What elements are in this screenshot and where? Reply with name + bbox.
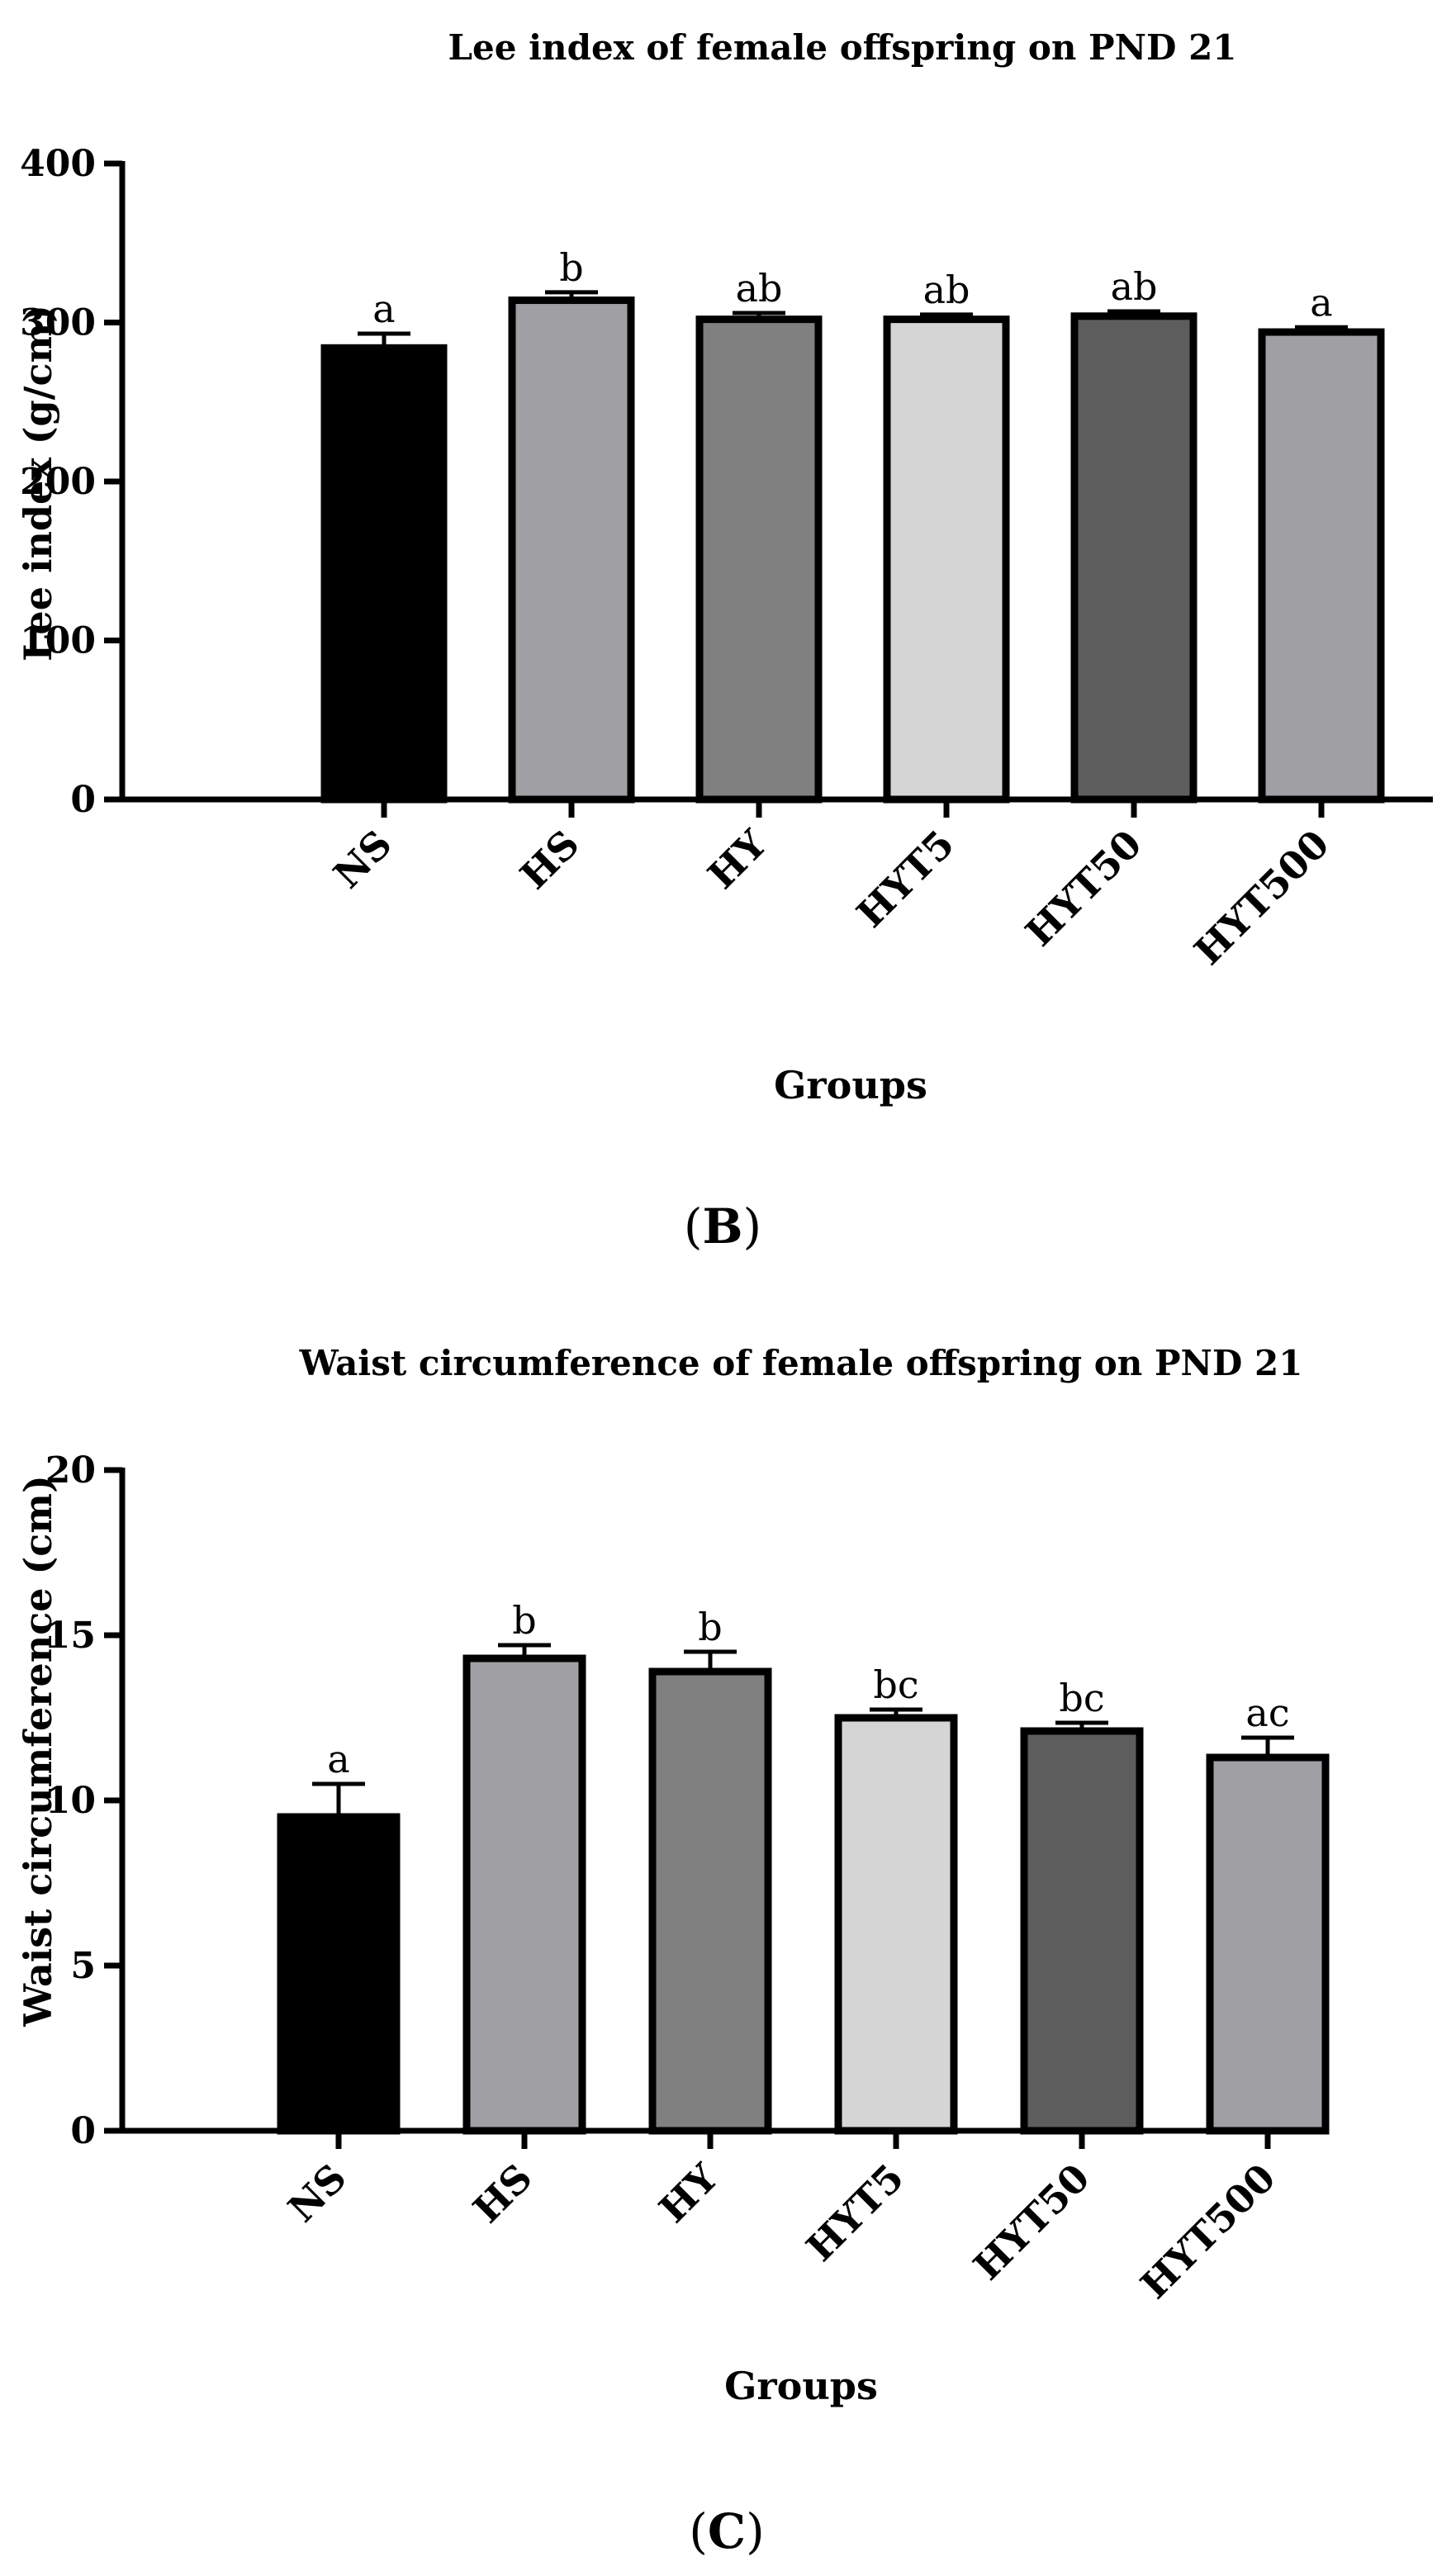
bar-ns xyxy=(320,344,448,804)
y-tick-label: 100 xyxy=(20,620,96,662)
category-label: HS xyxy=(464,2156,540,2232)
y-tick-label: 10 xyxy=(45,1780,96,1822)
significance-label: b xyxy=(512,1598,536,1643)
category-label: HYT50 xyxy=(1017,822,1150,956)
category-label: HYT50 xyxy=(965,2156,1098,2289)
y-tick-label: 0 xyxy=(70,2110,96,2152)
category-label: HS xyxy=(511,822,587,898)
category-label: HY xyxy=(700,821,776,898)
bar-hyt5 xyxy=(834,1714,958,2135)
y-tick-label: 20 xyxy=(45,1449,96,1492)
bar-hyt5 xyxy=(883,315,1010,804)
category-label: HYT5 xyxy=(848,822,963,937)
x-axis-label: Groups xyxy=(774,1063,927,1108)
y-axis-label: Waist circumference (cm) xyxy=(16,1475,60,2027)
plot-area: 0 100 200 300 400 a NS b HS ab HY ab HYT5 ab HYT50 a HYT… xyxy=(20,143,1433,974)
bar-hy xyxy=(695,315,823,804)
significance-label: ab xyxy=(1111,264,1158,309)
category-label: HYT500 xyxy=(1132,2156,1284,2308)
bar-ns xyxy=(277,1813,401,2135)
significance-label: ab xyxy=(736,266,783,311)
significance-label: b xyxy=(698,1605,722,1649)
significance-label: a xyxy=(327,1737,349,1781)
bar-hyt50 xyxy=(1020,1727,1144,2135)
y-tick-label: 300 xyxy=(20,302,96,344)
significance-label: bc xyxy=(1059,1676,1104,1720)
significance-label: ab xyxy=(923,268,970,312)
significance-label: a xyxy=(1310,280,1332,325)
y-tick-label: 0 xyxy=(70,779,96,821)
chart-waist-circumference: Waist circumference of female offspring … xyxy=(16,1343,1330,2559)
bar-hs xyxy=(508,296,635,804)
x-axis-label: Groups xyxy=(724,2364,878,2408)
significance-label: bc xyxy=(873,1662,918,1707)
significance-label: ac xyxy=(1245,1691,1289,1735)
y-tick-label: 5 xyxy=(70,1945,96,1987)
category-label: NS xyxy=(279,2156,354,2231)
plot-area: 0 5 10 15 20 a NS b HS b HY bc HYT5 bc HYT50 ac HYT500 xyxy=(45,1449,1330,2308)
panel-label: (B) xyxy=(684,1198,761,1255)
significance-label: a xyxy=(372,287,395,331)
bar-hyt500 xyxy=(1206,1753,1330,2135)
chart-lee-index: Lee index of female offspring on PND 21 … xyxy=(16,27,1433,1255)
category-label: NS xyxy=(325,822,400,897)
y-tick-label: 400 xyxy=(20,143,96,185)
bar-hs xyxy=(462,1654,586,2135)
y-axis-label: Lee index (g/cm) xyxy=(16,305,60,662)
chart-title: Waist circumference of female offspring … xyxy=(299,1343,1303,1383)
category-label: HY xyxy=(651,2155,728,2232)
bar-hy xyxy=(648,1667,772,2135)
category-label: HYT5 xyxy=(798,2156,913,2270)
category-label: HYT500 xyxy=(1186,822,1338,974)
chart-title: Lee index of female offspring on PND 21 xyxy=(448,27,1236,68)
panel-label: (C) xyxy=(689,2503,764,2559)
y-tick-label: 200 xyxy=(20,461,96,503)
bar-hyt500 xyxy=(1258,328,1385,804)
significance-label: b xyxy=(559,245,583,290)
bar-hyt50 xyxy=(1070,312,1198,804)
y-tick-label: 15 xyxy=(45,1615,96,1657)
